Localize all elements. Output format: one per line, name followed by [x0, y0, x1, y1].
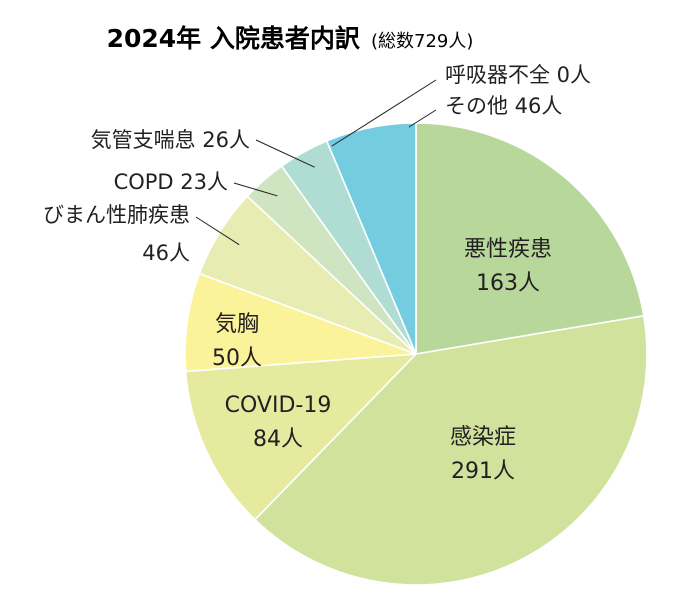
pie-slice-s1 — [253, 314, 648, 586]
slice-label-s1: 感染症 — [450, 425, 516, 450]
leader-line-copd — [233, 182, 278, 197]
pie-slice-covid19 — [184, 353, 419, 521]
slice-label-s0: 悪性疾患 — [464, 237, 552, 262]
slice-label-s4: びまん性肺疾患 — [43, 203, 190, 227]
slice-label-s3-value: 50人 — [212, 346, 262, 371]
slice-label-s8: その他 46人 — [445, 94, 562, 118]
slice-label-covid19-value: 84人 — [253, 427, 303, 452]
slice-label-s6: 気管支喘息 26人 — [91, 128, 250, 152]
slice-label-copd: COPD 23人 — [114, 170, 228, 194]
slice-label-s1-value: 291人 — [451, 459, 515, 484]
leader-lines — [195, 79, 437, 246]
chart-subtitle: (総数729人) — [371, 31, 473, 52]
leader-line-s8 — [408, 109, 437, 128]
slice-label-s3: 気胸 — [215, 312, 259, 337]
chart-title: 2024年 入院患者内訳 (総数729人) — [107, 24, 474, 53]
slice-label-s7: 呼吸器不全 0人 — [445, 63, 591, 87]
slice-label-s4-value: 46人 — [142, 241, 190, 265]
pie-slices — [184, 122, 648, 586]
pie-slice-s0 — [415, 122, 645, 355]
chart-title-main: 2024年 入院患者内訳 — [107, 24, 361, 53]
leader-line-s7 — [331, 79, 437, 147]
slice-label-s0-value: 163人 — [476, 271, 540, 296]
leader-line-s4 — [195, 216, 240, 246]
slice-label-covid19: COVID-19 — [225, 393, 332, 418]
leader-line-s6 — [255, 139, 315, 168]
